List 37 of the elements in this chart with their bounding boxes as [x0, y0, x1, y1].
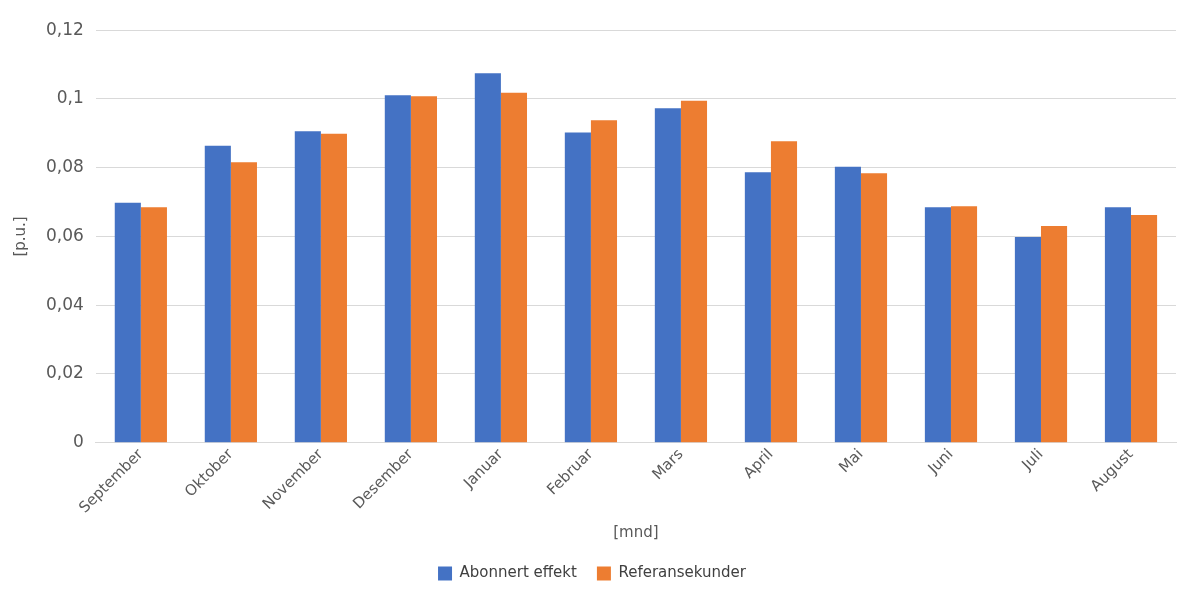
bar	[230, 162, 257, 443]
legend-label: Referansekunder	[618, 563, 747, 582]
bar	[140, 207, 167, 443]
bar	[834, 166, 861, 443]
y-tick-label: 0,08	[45, 156, 84, 177]
y-tick-label: 0,04	[45, 293, 84, 314]
bar	[590, 120, 618, 443]
bar	[320, 133, 347, 443]
bar	[1014, 237, 1041, 443]
y-axis-title: [p.u.]	[10, 216, 29, 257]
bar	[384, 95, 411, 443]
legend-label: Abonnert effekt	[459, 563, 578, 582]
y-tick-label: 0,06	[45, 224, 84, 245]
y-tick-label: 0,1	[56, 87, 84, 108]
bar	[410, 96, 437, 443]
bar	[1130, 215, 1158, 443]
bar	[744, 172, 771, 443]
x-tick-label: Juli	[1017, 444, 1047, 475]
bar	[770, 141, 798, 443]
bar	[1040, 226, 1068, 443]
bar	[654, 108, 681, 443]
y-tick-label: 0,02	[45, 362, 84, 383]
bar	[294, 131, 321, 443]
bar	[924, 207, 951, 443]
bar	[950, 206, 978, 443]
bar	[500, 92, 528, 443]
x-tick-label: Mai	[835, 444, 867, 477]
y-tick-label: 0,12	[45, 18, 84, 39]
bar	[680, 100, 708, 443]
bar	[474, 73, 501, 443]
bar	[564, 132, 591, 443]
bar	[204, 145, 231, 443]
bar	[860, 173, 888, 443]
bar	[114, 202, 141, 443]
y-tick-label: 0	[73, 431, 84, 452]
x-axis-title: [mnd]	[613, 522, 659, 541]
bar	[1104, 207, 1131, 443]
